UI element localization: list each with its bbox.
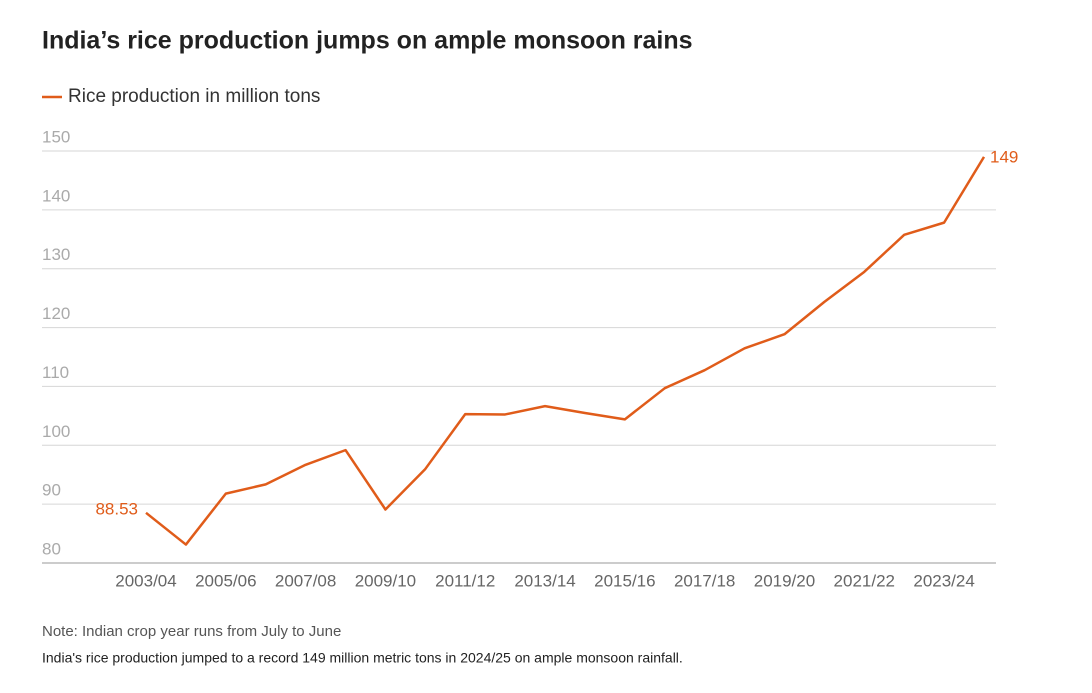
x-tick-label: 2023/24 [913,571,974,590]
x-tick-label: 2005/06 [195,571,256,590]
data-line [145,156,986,546]
y-tick-label: 80 [42,539,61,558]
y-tick-label: 120 [42,304,70,323]
legend-label: Rice production in million tons [68,86,320,107]
x-tick-label: 2003/04 [115,571,176,590]
caption: India's rice production jumped to a reco… [42,650,683,666]
y-tick-label: 100 [42,422,70,441]
y-tick-label: 110 [42,363,69,382]
x-tick-label: 2019/20 [754,571,815,590]
x-tick-label: 2009/10 [355,571,416,590]
y-tick-label: 90 [42,481,61,500]
data-label: 88.53 [95,499,138,518]
data-label: 149 [990,147,1018,166]
x-tick-label: 2015/16 [594,571,655,590]
x-tick-label: 2017/18 [674,571,735,590]
note: Note: Indian crop year runs from July to… [42,623,341,640]
y-tick-label: 130 [42,245,70,264]
x-tick-label: 2021/22 [834,571,895,590]
chart-title: India’s rice production jumps on ample m… [42,27,693,55]
x-tick-label: 2013/14 [514,571,575,590]
y-tick-label: 150 [42,127,70,146]
x-tick-label: 2007/08 [275,571,336,590]
y-tick-label: 140 [42,186,70,205]
x-tick-label: 2011/12 [435,571,495,590]
